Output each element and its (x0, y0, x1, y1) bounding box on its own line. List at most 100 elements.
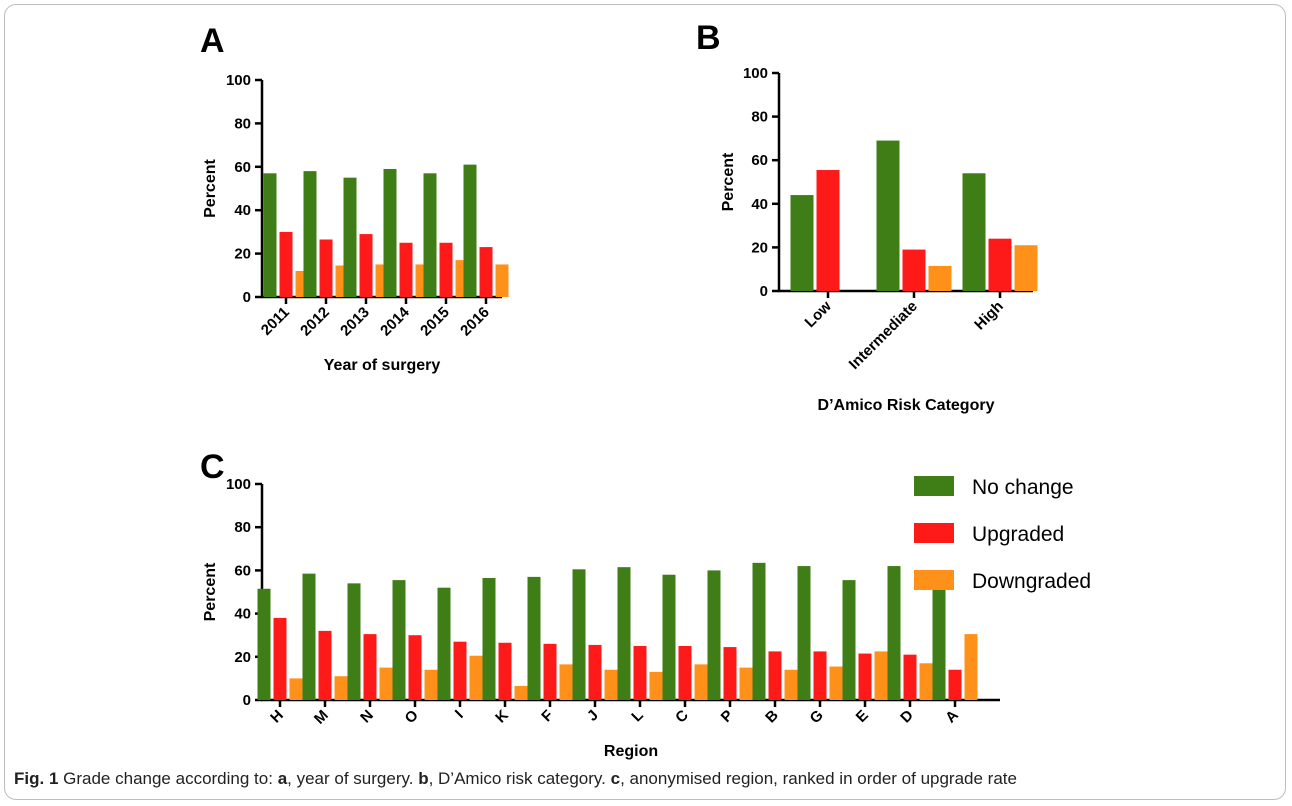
x-tick-label: G (807, 707, 827, 727)
bar-no-change-b (752, 562, 766, 700)
panel-letter-c: C (200, 448, 225, 486)
x-tick-label: D (897, 707, 917, 727)
caption-b-letter: b (418, 769, 429, 788)
bar-upgraded-high (988, 238, 1012, 291)
bar-no-change-g (797, 566, 811, 700)
x-tick-label: 2011 (258, 304, 293, 339)
legend-swatch-downgraded (914, 570, 954, 590)
bar-downgraded-intermediate (928, 265, 952, 291)
y-tick-label: 0 (243, 692, 251, 709)
bar-downgraded-k (514, 685, 528, 700)
x-axis-title: Region (604, 743, 658, 760)
bar-upgraded-h (273, 617, 287, 700)
caption-a-text: , year of surgery. (287, 769, 414, 788)
bar-upgraded-g (813, 651, 827, 700)
bar-no-change-l (617, 567, 631, 700)
x-tick-label: 2012 (297, 304, 333, 340)
bar-downgraded-n (379, 667, 393, 700)
legend: No change Upgraded Downgraded (914, 476, 1091, 593)
x-tick-label: C (672, 707, 692, 727)
bar-no-change-p (707, 570, 721, 700)
bar-downgraded-p (739, 667, 753, 700)
bar-downgraded-2016 (495, 264, 509, 297)
x-tick-label: 2015 (417, 304, 453, 340)
bar-no-change-high (962, 173, 986, 291)
x-axis-title: Year of surgery (324, 357, 441, 374)
figure-frame (4, 4, 1286, 800)
bar-upgraded-n (363, 634, 377, 700)
caption-c-letter: c (610, 769, 621, 788)
y-tick-label: 0 (760, 283, 768, 300)
y-tick-label: 60 (751, 152, 768, 169)
bar-upgraded-p (723, 647, 737, 700)
caption-b-text: , D’Amico risk category. (428, 769, 606, 788)
bar-downgraded-c (694, 664, 708, 700)
bar-downgraded-b (784, 669, 798, 700)
x-tick-label: B (762, 707, 782, 727)
bar-no-change-j (572, 569, 586, 700)
bar-upgraded-2016 (479, 247, 493, 297)
bar-no-change-i (437, 587, 451, 700)
chart-panel-b: B 0 20 40 60 80 100 Low Intermediate High Percent D… (696, 19, 1038, 414)
y-tick-label: 20 (234, 246, 251, 263)
bar-no-change-c (662, 574, 676, 700)
y-tick-label: 80 (751, 109, 768, 126)
x-tick-label: 2014 (377, 303, 413, 339)
bar-downgraded-m (334, 676, 348, 700)
bar-upgraded-2013 (359, 234, 373, 297)
y-tick-label: 0 (243, 289, 251, 306)
chart-panel-c: C 0 20 40 60 80 100 H M N O I K F J L C P B G E D A Percent Regi… (200, 448, 1000, 760)
x-tick-label: 2013 (337, 304, 373, 340)
x-tick-label: N (357, 707, 377, 727)
bar-upgraded-2014 (399, 242, 413, 297)
y-tick-label: 100 (226, 476, 251, 493)
bar-downgraded-h (289, 678, 303, 700)
y-tick-label: 40 (751, 196, 768, 213)
bar-upgraded-a (948, 669, 962, 700)
bar-no-change-2016 (463, 164, 477, 297)
y-tick-label: 80 (234, 519, 251, 536)
caption-a-letter: a (277, 769, 288, 788)
bar-upgraded-2015 (439, 242, 453, 297)
bar-upgraded-l (633, 646, 647, 700)
bar-downgraded-o (424, 669, 438, 700)
bar-upgraded-j (588, 644, 602, 700)
legend-swatch-no-change (914, 476, 954, 496)
legend-label-downgraded: Downgraded (972, 570, 1091, 593)
chart-panel-a: A 0 20 40 60 80 100 2011 2012 2013 2014 2015 2016 Per… (200, 22, 509, 374)
bar-no-change-2011 (263, 173, 277, 297)
y-tick-label: 80 (234, 115, 251, 132)
bar-upgraded-m (318, 630, 332, 700)
y-axis-title: Percent (202, 562, 219, 621)
bar-no-change-2014 (383, 168, 397, 297)
bar-upgraded-f (543, 643, 557, 700)
x-tick-label: I (452, 707, 467, 722)
bar-upgraded-low (816, 170, 840, 291)
x-tick-label: Intermediate (846, 298, 921, 373)
x-tick-label: 2016 (457, 304, 493, 340)
bar-upgraded-intermediate (902, 249, 926, 291)
bar-no-change-2013 (343, 177, 357, 297)
panel-letter-a: A (200, 22, 225, 60)
caption-c-text: , anonymised region, ranked in order of … (620, 769, 1017, 788)
bar-upgraded-c (678, 646, 692, 700)
bar-no-change-2012 (303, 171, 317, 297)
bar-no-change-2015 (423, 173, 437, 297)
bar-no-change-o (392, 580, 406, 700)
x-tick-label: K (492, 707, 512, 727)
x-tick-label: High (971, 298, 1007, 334)
x-tick-label: Low (802, 298, 835, 331)
bar-upgraded-d (903, 654, 917, 700)
legend-label-upgraded: Upgraded (972, 523, 1064, 546)
x-tick-label: A (942, 707, 962, 727)
panel-letter-b: B (696, 19, 721, 57)
x-tick-label: L (628, 707, 647, 726)
y-tick-label: 40 (234, 202, 251, 219)
bar-downgraded-l (649, 671, 663, 700)
bar-no-change-m (302, 573, 316, 700)
bar-downgraded-f (559, 664, 573, 700)
y-tick-label: 40 (234, 606, 251, 623)
bar-upgraded-k (498, 642, 512, 700)
bar-no-change-k (482, 577, 496, 700)
